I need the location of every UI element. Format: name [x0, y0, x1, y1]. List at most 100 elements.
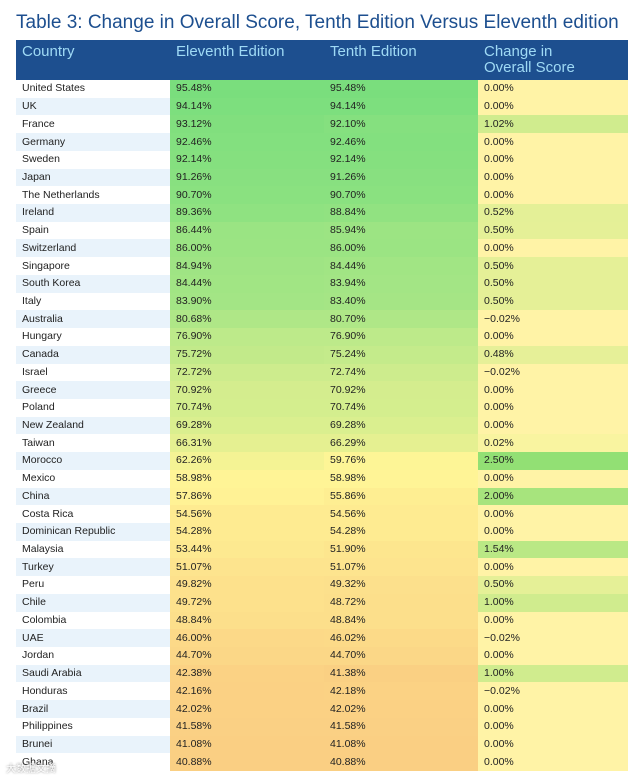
cell-country: New Zealand: [16, 416, 170, 435]
cell-tenth-edition: 83.40%: [324, 292, 478, 311]
cell-tenth-edition: 76.90%: [324, 328, 478, 346]
cell-eleventh-edition: 42.02%: [170, 700, 324, 718]
cell-eleventh-edition: 54.56%: [170, 505, 324, 523]
cell-tenth-edition: 80.70%: [324, 310, 478, 329]
cell-country: Brunei: [16, 735, 170, 754]
cell-change: 0.00%: [478, 150, 628, 169]
cell-country: Sweden: [16, 150, 170, 169]
cell-change: −0.02%: [478, 682, 628, 701]
cell-change: 0.50%: [478, 292, 628, 311]
cell-tenth-edition: 84.44%: [324, 257, 478, 275]
cell-eleventh-edition: 83.90%: [170, 292, 324, 311]
cell-tenth-edition: 86.00%: [324, 239, 478, 258]
cell-country: Mexico: [16, 469, 170, 488]
cell-eleventh-edition: 44.70%: [170, 647, 324, 665]
cell-change: 1.00%: [478, 664, 628, 683]
cell-country: Jordan: [16, 647, 170, 665]
cell-tenth-edition: 51.90%: [324, 540, 478, 559]
cell-tenth-edition: 88.84%: [324, 204, 478, 222]
cell-eleventh-edition: 93.12%: [170, 115, 324, 134]
cell-tenth-edition: 90.70%: [324, 186, 478, 205]
table-row: Brunei 41.08% 41.08% 0.00%: [16, 735, 628, 754]
cell-change: 0.00%: [478, 80, 628, 98]
cell-tenth-edition: 58.98%: [324, 469, 478, 488]
cell-country: Singapore: [16, 257, 170, 275]
cell-eleventh-edition: 80.68%: [170, 310, 324, 329]
cell-tenth-edition: 55.86%: [324, 487, 478, 506]
cell-eleventh-edition: 92.46%: [170, 133, 324, 151]
cell-country: Germany: [16, 133, 170, 151]
cell-country: Philippines: [16, 717, 170, 736]
cell-eleventh-edition: 48.84%: [170, 611, 324, 630]
cell-country: Israel: [16, 363, 170, 382]
cell-country: Switzerland: [16, 239, 170, 258]
cell-change: 0.00%: [478, 97, 628, 116]
cell-country: Brazil: [16, 700, 170, 718]
cell-change: 0.00%: [478, 505, 628, 523]
table-row: France 93.12% 92.10% 1.02%: [16, 115, 628, 134]
cell-eleventh-edition: 54.28%: [170, 522, 324, 541]
cell-tenth-edition: 83.94%: [324, 274, 478, 293]
cell-eleventh-edition: 49.72%: [170, 593, 324, 612]
cell-change: 0.00%: [478, 753, 628, 772]
cell-tenth-edition: 54.28%: [324, 522, 478, 541]
table-row: Japan 91.26% 91.26% 0.00%: [16, 168, 628, 187]
cell-change: 1.02%: [478, 115, 628, 134]
cell-tenth-edition: 75.24%: [324, 345, 478, 364]
cell-eleventh-edition: 90.70%: [170, 186, 324, 205]
cell-country: UAE: [16, 629, 170, 647]
cell-change: −0.02%: [478, 310, 628, 329]
header-row: Country Eleventh Edition Tenth Edition C…: [16, 40, 628, 80]
cell-eleventh-edition: 86.44%: [170, 221, 324, 240]
score-table: Country Eleventh Edition Tenth Edition C…: [16, 40, 628, 772]
cell-tenth-edition: 72.74%: [324, 363, 478, 382]
table-row: Canada 75.72% 75.24% 0.48%: [16, 345, 628, 364]
cell-eleventh-edition: 91.26%: [170, 168, 324, 187]
table-row: Italy 83.90% 83.40% 0.50%: [16, 292, 628, 311]
table-row: New Zealand 69.28% 69.28% 0.00%: [16, 416, 628, 435]
cell-tenth-edition: 91.26%: [324, 168, 478, 187]
table-row: UAE 46.00% 46.02% −0.02%: [16, 629, 628, 647]
cell-tenth-edition: 92.10%: [324, 115, 478, 134]
cell-country: Colombia: [16, 611, 170, 630]
table-row: Chile 49.72% 48.72% 1.00%: [16, 593, 628, 612]
cell-country: France: [16, 115, 170, 134]
cell-eleventh-edition: 49.82%: [170, 576, 324, 594]
cell-eleventh-edition: 41.58%: [170, 717, 324, 736]
header-country: Country: [22, 43, 75, 60]
table-row: Sweden 92.14% 92.14% 0.00%: [16, 150, 628, 169]
cell-eleventh-edition: 72.72%: [170, 363, 324, 382]
cell-tenth-edition: 46.02%: [324, 629, 478, 647]
cell-eleventh-edition: 84.44%: [170, 274, 324, 293]
cell-eleventh-edition: 95.48%: [170, 80, 324, 98]
cell-tenth-edition: 48.84%: [324, 611, 478, 630]
cell-change: 0.00%: [478, 381, 628, 399]
cell-eleventh-edition: 46.00%: [170, 629, 324, 647]
cell-change: 0.00%: [478, 611, 628, 630]
table-row: South Korea 84.44% 83.94% 0.50%: [16, 274, 628, 293]
table-row: Taiwan 66.31% 66.29% 0.02%: [16, 434, 628, 453]
cell-tenth-edition: 41.38%: [324, 664, 478, 683]
cell-tenth-edition: 70.92%: [324, 381, 478, 399]
cell-tenth-edition: 92.46%: [324, 133, 478, 151]
cell-country: Taiwan: [16, 434, 170, 453]
cell-eleventh-edition: 51.07%: [170, 558, 324, 577]
table-row: Malaysia 53.44% 51.90% 1.54%: [16, 540, 628, 559]
cell-country: Canada: [16, 345, 170, 364]
header-change: Change in Overall Score: [478, 40, 628, 80]
cell-country: Hungary: [16, 328, 170, 346]
table-row: Honduras 42.16% 42.18% −0.02%: [16, 682, 628, 701]
table-row: UK 94.14% 94.14% 0.00%: [16, 97, 628, 116]
cell-eleventh-edition: 57.86%: [170, 487, 324, 506]
cell-country: Australia: [16, 310, 170, 329]
cell-country: Malaysia: [16, 540, 170, 559]
cell-change: 0.50%: [478, 576, 628, 594]
cell-eleventh-edition: 89.36%: [170, 204, 324, 222]
cell-country: Italy: [16, 292, 170, 311]
cell-tenth-edition: 44.70%: [324, 647, 478, 665]
table-row: Morocco 62.26% 59.76% 2.50%: [16, 452, 628, 470]
cell-country: Spain: [16, 221, 170, 240]
table-row: Brazil 42.02% 42.02% 0.00%: [16, 700, 628, 718]
header-tenth-edition: Tenth Edition: [330, 43, 417, 60]
